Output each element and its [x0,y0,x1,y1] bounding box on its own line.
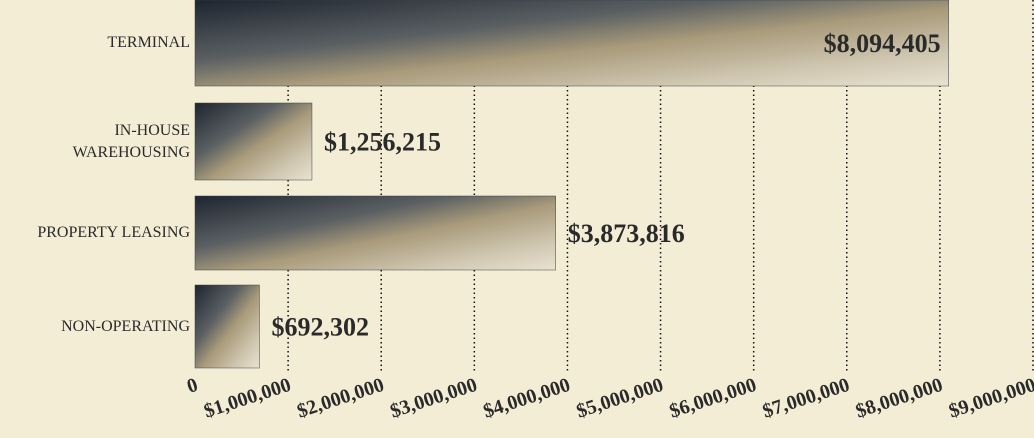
bar [194,102,313,181]
x-tick-label: $9,000,000 [946,374,1034,423]
x-tick-label: $1,000,000 [201,374,293,423]
value-label: $3,873,816 [568,219,685,248]
x-tick-label: $2,000,000 [294,374,386,423]
x-tick-label: 0 [184,374,200,398]
x-tick-label: $8,000,000 [853,374,945,423]
x-tick-label: $7,000,000 [760,374,852,423]
x-tick-label: $4,000,000 [481,374,573,423]
bar [194,0,949,87]
bar [194,284,260,369]
bar [194,195,556,271]
value-label: $692,302 [271,313,369,342]
category-label: IN-HOUSE WAREHOUSING [72,121,190,161]
x-tick-label: $3,000,000 [387,374,479,423]
category-label: TERMINAL [107,34,190,51]
value-label: $8,094,405 [824,29,941,58]
category-label: PROPERTY LEASING [37,224,190,241]
x-tick-label: $6,000,000 [667,374,759,423]
value-label: $1,256,215 [324,128,441,157]
x-tick-label: $5,000,000 [574,374,666,423]
category-label: NON-OPERATING [61,317,190,335]
